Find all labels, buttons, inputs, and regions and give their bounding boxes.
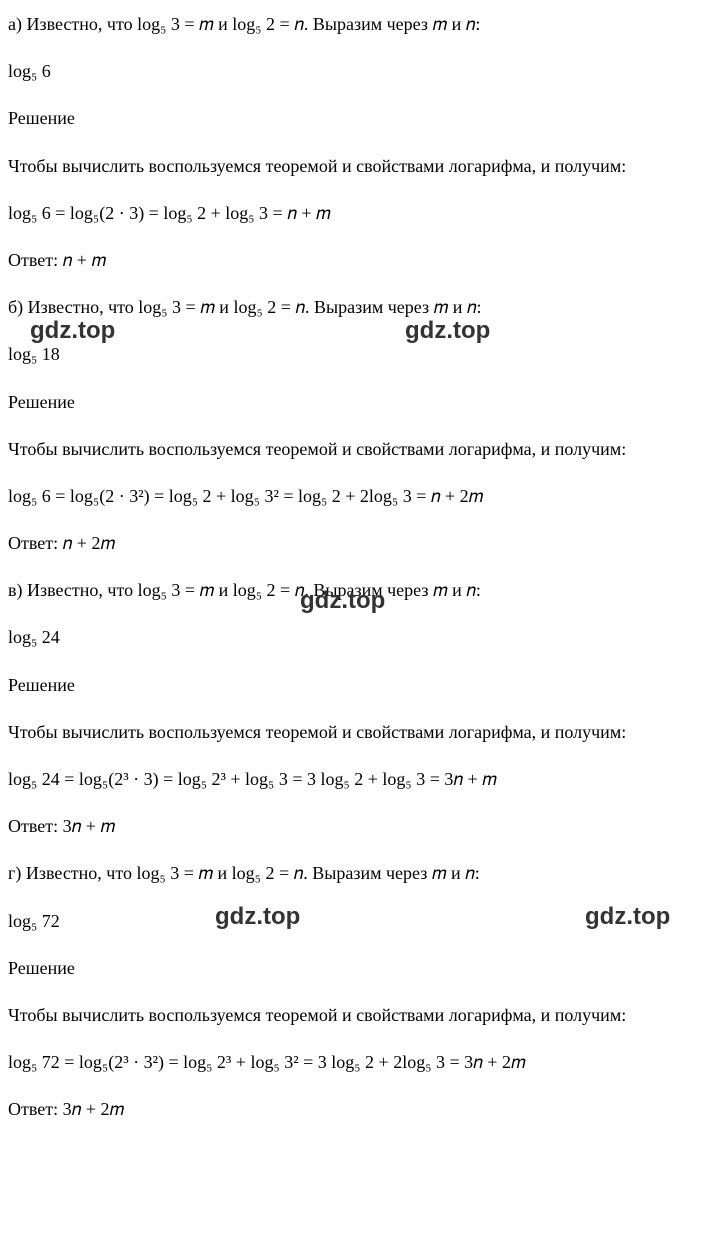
section-d-expr: log₅ 72: [8, 909, 712, 934]
section-d-solution-label: Решение: [8, 956, 712, 981]
section-d-solution-text: Чтобы вычислить воспользуемся теоремой и…: [8, 1003, 712, 1028]
section-d-answer: Ответ: 3𝑛 + 2𝑚: [8, 1097, 712, 1122]
answer-value: 𝑛 + 𝑚: [63, 250, 106, 270]
section-b-answer: Ответ: 𝑛 + 2𝑚: [8, 531, 712, 556]
answer-value: 𝑛 + 2𝑚: [63, 533, 115, 553]
section-c-computation: log₅ 24 = log₅(2³ · 3) = log₅ 2³ + log₅ …: [8, 767, 712, 792]
answer-label: Ответ:: [8, 1099, 58, 1119]
section-c-expr: log₅ 24: [8, 625, 712, 650]
section-c-solution-text: Чтобы вычислить воспользуемся теоремой и…: [8, 720, 712, 745]
section-a-solution-label: Решение: [8, 106, 712, 131]
section-a-solution-text: Чтобы вычислить воспользуемся теоремой и…: [8, 154, 712, 179]
section-b-solution-text: Чтобы вычислить воспользуемся теоремой и…: [8, 437, 712, 462]
section-a-intro: а) Известно, что log₅ 3 = 𝑚 и log₅ 2 = 𝑛…: [8, 12, 712, 37]
section-b-computation: log₅ 6 = log₅(2 · 3²) = log₅ 2 + log₅ 3²…: [8, 484, 712, 509]
section-b-intro: б) Известно, что log₅ 3 = 𝑚 и log₅ 2 = 𝑛…: [8, 295, 712, 320]
section-b-solution-label: Решение: [8, 390, 712, 415]
answer-label: Ответ:: [8, 533, 58, 553]
section-a-computation: log₅ 6 = log₅(2 · 3) = log₅ 2 + log₅ 3 =…: [8, 201, 712, 226]
answer-value: 3𝑛 + 2𝑚: [63, 1099, 124, 1119]
section-b-expr: log₅ 18: [8, 342, 712, 367]
answer-label: Ответ:: [8, 250, 58, 270]
section-c-intro: в) Известно, что log₅ 3 = 𝑚 и log₅ 2 = 𝑛…: [8, 578, 712, 603]
answer-label: Ответ:: [8, 816, 58, 836]
section-a-answer: Ответ: 𝑛 + 𝑚: [8, 248, 712, 273]
section-a-expr: log₅ 6: [8, 59, 712, 84]
section-c-answer: Ответ: 3𝑛 + 𝑚: [8, 814, 712, 839]
answer-value: 3𝑛 + 𝑚: [63, 816, 115, 836]
section-d-computation: log₅ 72 = log₅(2³ · 3²) = log₅ 2³ + log₅…: [8, 1050, 712, 1075]
section-c-solution-label: Решение: [8, 673, 712, 698]
section-d-intro: г) Известно, что log₅ 3 = 𝑚 и log₅ 2 = 𝑛…: [8, 861, 712, 886]
